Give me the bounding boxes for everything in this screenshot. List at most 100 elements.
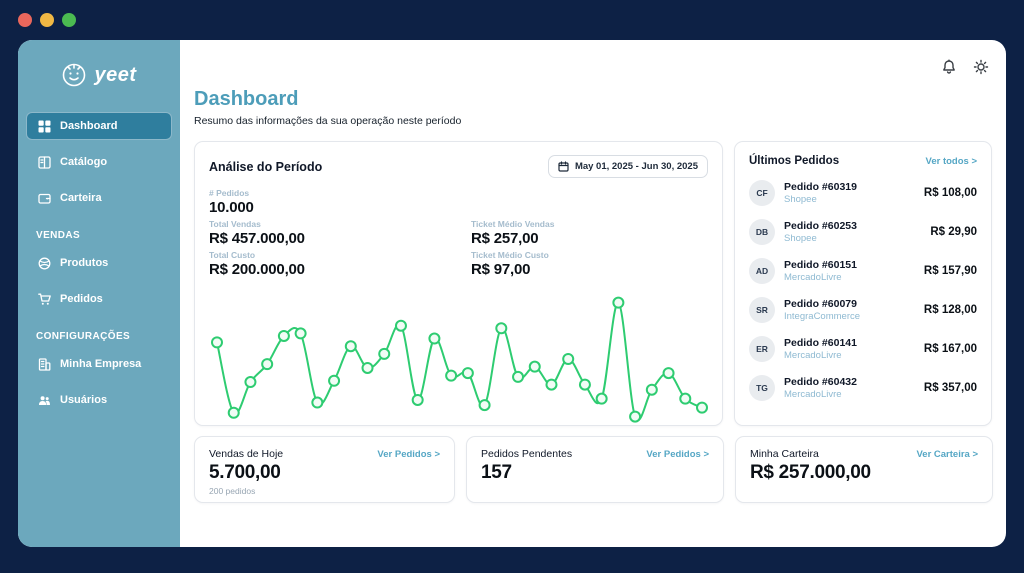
order-marketplace: IntegraCommerce [784,311,861,322]
date-range-picker[interactable]: May 01, 2025 - Jun 30, 2025 [547,155,708,178]
chart-data-point [562,353,575,365]
sidebar-item-label: Usuários [60,394,108,406]
date-range-label: May 01, 2025 - Jun 30, 2025 [574,161,698,172]
chart-data-point [328,374,341,387]
sidebar-item-carteira[interactable]: Carteira [26,184,172,212]
order-amount: R$ 29,90 [930,226,977,238]
chart-data-point [211,336,223,349]
sidebar: yeet Dashboard Catálogo [18,40,180,547]
sidebar-section-vendas: VENDAS [36,230,81,241]
wallet-icon [37,191,51,205]
order-amount: R$ 167,00 [923,343,977,355]
close-button[interactable] [18,13,32,27]
order-row[interactable]: SR Pedido #60079 IntegraCommerce R$ 128,… [749,297,977,323]
product-globe-icon [37,256,51,270]
avatar: SR [749,297,775,323]
sidebar-item-pedidos[interactable]: Pedidos [26,285,172,313]
sidebar-item-label: Dashboard [60,120,118,132]
order-amount: R$ 128,00 [923,304,977,316]
order-row[interactable]: CF Pedido #60319 Shopee R$ 108,00 [749,180,977,206]
order-marketplace: MercadoLivre [784,389,842,400]
chart-data-point [428,332,441,345]
chart-data-point [612,296,625,309]
sidebar-item-dashboard[interactable]: Dashboard [26,112,172,140]
chart-data-point [595,392,608,405]
stat-pedidos: # Pedidos 10.000 [209,188,254,216]
maximize-button[interactable] [62,13,76,27]
sidebar-item-catalogo[interactable]: Catálogo [26,148,172,176]
period-stats: # Pedidos 10.000 Total Vendas R$ 457.000… [209,188,708,281]
orders-card-title: Últimos Pedidos [749,155,840,167]
order-id: Pedido #60079 [784,298,857,310]
notifications-bell-icon[interactable] [941,59,957,75]
view-wallet-link[interactable]: Ver Carteira > [916,448,978,460]
sidebar-item-minha-empresa[interactable]: Minha Empresa [26,350,172,378]
chart-data-point [244,376,257,389]
chart-data-point [528,360,541,373]
view-all-orders-link[interactable]: Ver todos > [925,155,977,167]
sales-today-note: 200 pedidos [209,486,256,496]
chart-data-point [394,319,407,332]
order-id: Pedido #60151 [784,259,857,271]
order-marketplace: Shopee [784,233,817,244]
sales-today-value: 5.700,00 [209,462,281,483]
chart-wrap [209,281,708,433]
chart-data-point [512,370,525,383]
cart-icon [37,292,51,306]
app-logo: yeet [26,62,172,88]
avatar: DB [749,219,775,245]
chart-data-point [696,401,708,414]
analysis-card-title: Análise do Período [209,159,323,174]
yeti-logo-icon [61,62,87,88]
main-content: Dashboard Resumo das informações da sua … [180,40,1006,547]
order-id: Pedido #60319 [784,181,857,193]
view-pending-orders-link[interactable]: Ver Pedidos > [646,448,709,460]
sales-today-card: Vendas de Hoje Ver Pedidos > 5.700,00 20… [194,436,455,503]
users-icon [37,393,51,407]
wallet-card: Minha Carteira Ver Carteira > R$ 257.000… [735,436,993,503]
stat-ticket-medio-custo: Ticket Médio Custo R$ 97,00 [471,250,549,278]
sidebar-item-usuarios[interactable]: Usuários [26,386,172,414]
chart-data-point [629,410,642,423]
order-row[interactable]: AD Pedido #60151 MercadoLivre R$ 157,90 [749,258,977,284]
logo-text: yeet [94,63,137,86]
catalog-book-icon [37,155,51,169]
chart-data-point [679,392,692,405]
order-amount: R$ 357,00 [923,382,977,394]
pending-orders-title: Pedidos Pendentes [481,448,573,460]
order-row[interactable]: ER Pedido #60141 MercadoLivre R$ 167,00 [749,336,977,362]
sidebar-item-label: Catálogo [60,156,108,168]
period-analysis-card: Análise do Período May 01, 2025 - Jun 30… [194,141,723,426]
sidebar-item-label: Carteira [60,192,102,204]
chart-data-point [261,358,274,371]
order-id: Pedido #60253 [784,220,857,232]
theme-toggle-sun-icon[interactable] [973,59,989,75]
avatar: TG [749,375,775,401]
sidebar-item-produtos[interactable]: Produtos [26,249,172,277]
minimize-button[interactable] [40,13,54,27]
avatar: CF [749,180,775,206]
calendar-icon [558,161,569,172]
wallet-value: R$ 257.000,00 [750,462,871,483]
order-marketplace: MercadoLivre [784,272,842,283]
chart-data-point [662,367,675,380]
page-title: Dashboard [194,88,299,110]
topbar [194,54,993,80]
order-row[interactable]: DB Pedido #60253 Shopee R$ 29,90 [749,219,977,245]
chart-data-point [344,340,357,353]
chart-data-point [361,361,374,374]
window-controls [18,13,76,27]
view-orders-link[interactable]: Ver Pedidos > [377,448,440,460]
building-icon [37,357,51,371]
order-amount: R$ 157,90 [923,265,977,277]
chart-data-point [645,383,658,396]
chart-data-point [378,347,391,360]
page-subtitle: Resumo das informações da sua operação n… [194,115,462,127]
sidebar-item-label: Produtos [60,257,109,269]
period-line-chart [211,296,708,423]
wallet-title: Minha Carteira [750,448,819,460]
order-marketplace: MercadoLivre [784,350,842,361]
page-header: Dashboard Resumo das informações da sua … [194,88,993,127]
avatar: ER [749,336,775,362]
order-row[interactable]: TG Pedido #60432 MercadoLivre R$ 357,00 [749,375,977,401]
